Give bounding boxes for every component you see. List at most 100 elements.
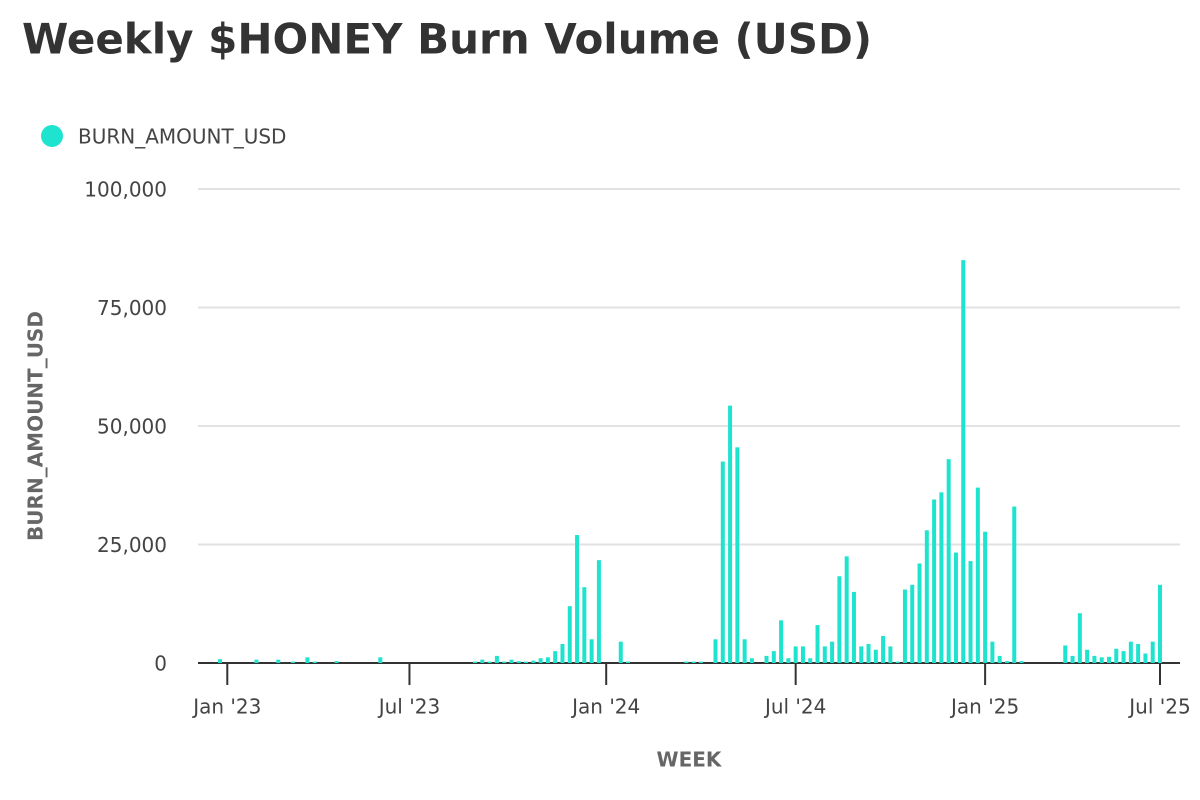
- bar: [487, 661, 492, 663]
- bar: [968, 561, 973, 663]
- bar: [808, 658, 813, 663]
- bar: [1070, 655, 1075, 663]
- bar: [1004, 661, 1009, 663]
- bar: [509, 659, 514, 663]
- bar: [1012, 506, 1017, 663]
- bar: [990, 641, 995, 663]
- bar: [502, 661, 507, 663]
- y-tick-label: 75,000: [97, 296, 167, 320]
- x-tick-label: Jan '24: [570, 695, 640, 719]
- bar: [480, 659, 485, 663]
- bar: [932, 499, 937, 663]
- bar: [728, 405, 733, 663]
- bar: [698, 661, 703, 663]
- x-tick-label: Jul '23: [377, 695, 440, 719]
- bar: [742, 639, 747, 663]
- bar: [312, 661, 317, 663]
- bar: [830, 641, 835, 663]
- bar: [516, 661, 521, 663]
- bar: [1150, 641, 1155, 663]
- bar: [873, 649, 878, 663]
- bar: [254, 659, 259, 663]
- bar: [531, 660, 536, 663]
- bar: [626, 661, 631, 663]
- x-tick-label: Jan '23: [191, 695, 261, 719]
- bar: [866, 644, 871, 663]
- bar: [983, 531, 988, 663]
- bar: [596, 560, 601, 663]
- bar: [524, 661, 529, 663]
- bar: [917, 563, 922, 663]
- legend-marker: [41, 125, 63, 147]
- bar: [749, 658, 754, 663]
- bar: [545, 657, 550, 663]
- bar: [1114, 648, 1119, 663]
- bar: [1143, 653, 1148, 663]
- bar: [771, 651, 776, 663]
- bar: [691, 661, 696, 663]
- bar: [1085, 649, 1090, 663]
- x-tick-label: Jul '25: [1127, 695, 1190, 719]
- bar: [378, 657, 383, 663]
- x-tick-label: Jan '25: [949, 695, 1019, 719]
- bar: [779, 620, 784, 663]
- bar: [735, 447, 740, 663]
- bar: [1136, 644, 1141, 663]
- bar: [1077, 613, 1082, 663]
- bar: [1121, 651, 1126, 663]
- bar: [560, 644, 565, 663]
- bar: [1019, 661, 1024, 663]
- bar: [305, 657, 310, 663]
- bar: [1128, 641, 1133, 663]
- bar: [334, 661, 339, 663]
- bar: [276, 659, 281, 663]
- bar: [582, 587, 587, 663]
- bar: [946, 459, 951, 663]
- bar: [888, 646, 893, 663]
- bar: [786, 658, 791, 663]
- bar: [997, 655, 1002, 663]
- bar: [859, 646, 864, 663]
- bar: [975, 487, 980, 663]
- bar: [567, 606, 572, 663]
- bar: [953, 552, 958, 663]
- y-tick-label: 50,000: [97, 415, 167, 439]
- bar: [494, 655, 499, 663]
- bar: [618, 641, 623, 663]
- bar: [910, 584, 915, 663]
- bar: [764, 655, 769, 663]
- bar: [538, 658, 543, 663]
- x-tick-label: Jul '24: [763, 695, 826, 719]
- bar: [1158, 584, 1162, 663]
- bar: [473, 661, 478, 663]
- bar: [684, 661, 689, 663]
- bar: [895, 661, 900, 663]
- bar: [1092, 655, 1097, 663]
- bar: [575, 535, 580, 663]
- bar: [961, 260, 966, 663]
- bar: [1106, 656, 1111, 663]
- bar: [851, 591, 856, 663]
- bar: [902, 589, 907, 663]
- bar: [793, 646, 798, 663]
- bar: [713, 639, 718, 663]
- bar: [1063, 645, 1068, 663]
- y-tick-label: 25,000: [97, 533, 167, 557]
- bar: [800, 646, 805, 663]
- bar: [218, 659, 222, 663]
- bar: [290, 661, 295, 663]
- bar: [815, 625, 820, 663]
- bar: [924, 530, 929, 663]
- bar: [844, 556, 849, 663]
- bar: [822, 646, 827, 663]
- bar: [720, 461, 725, 663]
- y-axis-title: BURN_AMOUNT_USD: [24, 311, 48, 541]
- bar: [589, 639, 594, 663]
- bar: [1099, 657, 1104, 663]
- legend-label: BURN_AMOUNT_USD: [78, 125, 286, 149]
- y-tick-label: 100,000: [84, 178, 167, 202]
- bar: [939, 492, 944, 663]
- chart-title: Weekly $HONEY Burn Volume (USD): [22, 15, 872, 64]
- bar: [837, 576, 842, 663]
